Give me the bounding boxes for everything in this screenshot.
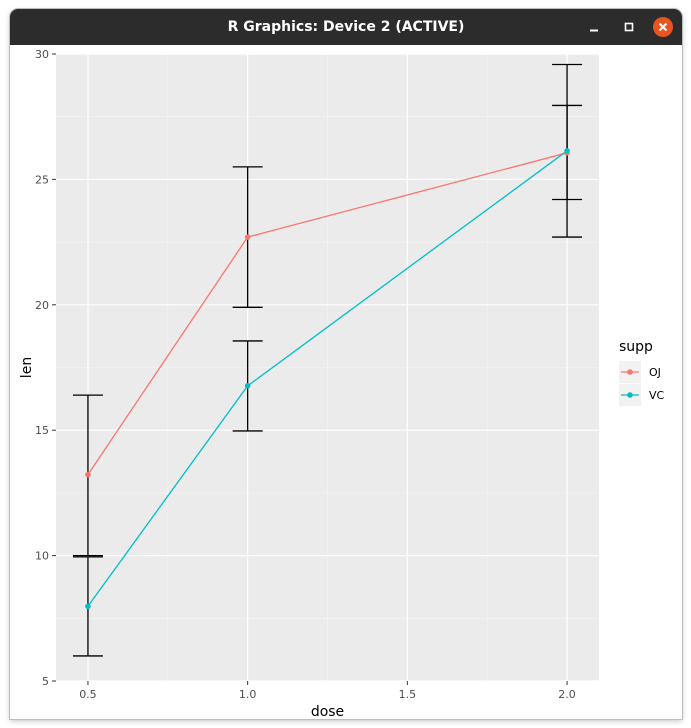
legend-label-vc: VC xyxy=(649,389,665,402)
point-vc xyxy=(244,383,251,389)
close-icon xyxy=(658,22,668,32)
line-chart: 5 10 15 20 25 30 0.5 1.0 1.5 2.0 dose len supp OJ VC xyxy=(19,48,665,719)
point-vc xyxy=(564,148,570,154)
maximize-icon xyxy=(624,22,634,32)
x-axis-title: dose xyxy=(311,704,344,719)
y-tick-label: 25 xyxy=(35,173,49,186)
r-graphics-window: R Graphics: Device 2 (ACTIVE) 5 10 15 20 25 3… xyxy=(10,9,682,719)
x-tick-label: 2.0 xyxy=(558,688,576,701)
x-tick-label: 1.5 xyxy=(399,688,417,701)
point-oj xyxy=(85,471,91,478)
point-oj xyxy=(244,234,251,240)
minimize-icon xyxy=(590,29,598,32)
y-tick-label: 5 xyxy=(42,675,49,688)
point-vc xyxy=(85,603,91,610)
x-tick-label: 1.0 xyxy=(239,688,257,701)
x-tick-label: 0.5 xyxy=(79,688,97,701)
legend-point-vc xyxy=(627,392,633,398)
window-title: R Graphics: Device 2 (ACTIVE) xyxy=(227,19,465,35)
y-tick-label: 15 xyxy=(35,424,49,437)
legend-title: supp xyxy=(619,339,653,355)
minimize-button[interactable] xyxy=(584,17,604,37)
maximize-button[interactable] xyxy=(619,17,639,37)
y-tick-label: 30 xyxy=(35,48,49,61)
legend-label-oj: OJ xyxy=(649,366,661,379)
y-tick-label: 10 xyxy=(35,550,49,563)
window-titlebar[interactable]: R Graphics: Device 2 (ACTIVE) xyxy=(10,9,682,45)
close-button[interactable] xyxy=(653,17,673,37)
legend-point-oj xyxy=(627,369,633,375)
y-tick-label: 20 xyxy=(35,299,49,312)
y-axis-title: len xyxy=(19,357,35,378)
